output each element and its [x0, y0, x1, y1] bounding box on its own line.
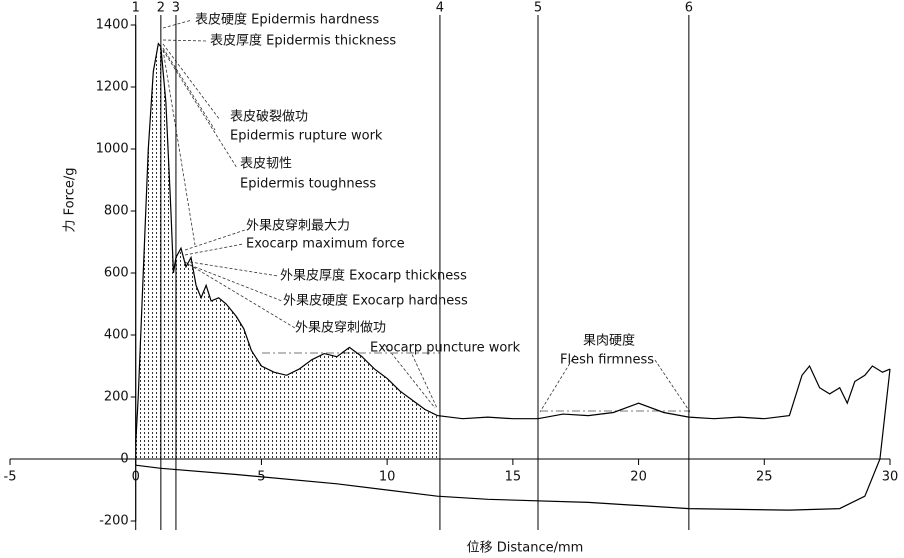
- marker-label: 4: [436, 1, 444, 16]
- annotation: Flesh firmness: [560, 353, 654, 368]
- annotation: Epidermis toughness: [240, 177, 376, 192]
- x-tick-label: 20: [630, 470, 647, 485]
- marker-label: 6: [685, 1, 693, 16]
- y-tick-label: 1400: [96, 18, 129, 33]
- annotation: 表皮厚度 Epidermis thickness: [210, 33, 396, 49]
- marker-label: 5: [534, 1, 542, 16]
- y-tick-label: 200: [104, 390, 129, 405]
- x-tick-label: -5: [4, 470, 17, 485]
- x-axis-label: 位移 Distance/mm: [467, 541, 584, 556]
- annotation: 外果皮穿刺做功: [295, 320, 386, 336]
- y-tick-label: 800: [104, 204, 129, 219]
- marker-label: 1: [132, 1, 140, 16]
- y-axis-label: 力 Force/g: [63, 168, 78, 233]
- y-tick-label: 0: [120, 452, 128, 467]
- x-tick-label: 25: [756, 470, 773, 485]
- curve: [135, 42, 891, 444]
- curve: [135, 369, 891, 511]
- annotation: 表皮硬度 Epidermis hardness: [195, 12, 379, 28]
- x-tick-label: 30: [882, 470, 899, 485]
- annotation: 表皮韧性: [240, 157, 292, 172]
- annotation: Exocarp maximum force: [246, 237, 405, 252]
- annotation: 外果皮穿刺最大力: [246, 218, 350, 234]
- annotation: 外果皮厚度 Exocarp thickness: [280, 268, 467, 284]
- y-tick-label: -200: [99, 514, 129, 529]
- y-tick-label: 600: [104, 266, 129, 281]
- marker-label: 3: [172, 1, 180, 16]
- x-tick-label: 10: [379, 470, 396, 485]
- annotation: Exocarp puncture work: [370, 341, 521, 356]
- marker-label: 2: [157, 1, 165, 16]
- annotation: 表皮破裂做功: [230, 110, 308, 125]
- work-area: [135, 43, 438, 459]
- y-tick-label: 1200: [96, 80, 129, 95]
- annotation: Epidermis rupture work: [230, 129, 383, 144]
- x-tick-label: 15: [505, 470, 522, 485]
- y-tick-label: 1000: [96, 142, 129, 157]
- leaders: [162, 19, 691, 413]
- y-tick-label: 400: [104, 328, 129, 343]
- annotation: 外果皮硬度 Exocarp hardness: [283, 293, 468, 309]
- annotation: 果肉硬度: [583, 333, 635, 349]
